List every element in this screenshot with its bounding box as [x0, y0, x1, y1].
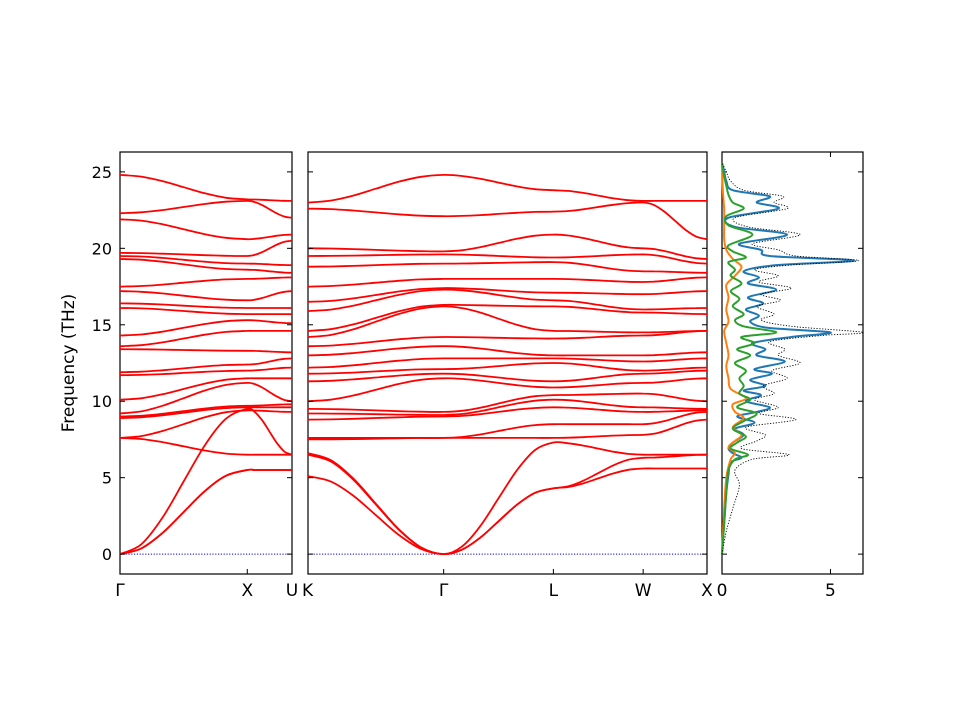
- band2-band-15: [307, 303, 708, 332]
- band2-band-11: [307, 357, 708, 369]
- x-tick-label: X: [241, 581, 253, 601]
- band2-band-12: [307, 345, 708, 357]
- band1-band-15: [119, 302, 292, 309]
- band2-band-22: [307, 201, 708, 241]
- band1-band-4: [119, 409, 293, 439]
- y-tick-label: 15: [92, 316, 112, 335]
- band1-band-14: [119, 307, 292, 316]
- band2-frame: [307, 151, 708, 575]
- band1-band-17: [119, 276, 293, 288]
- band1-band-3: [119, 437, 292, 456]
- band2-band-1: [307, 453, 708, 556]
- x-tick-label: Γ: [439, 581, 449, 601]
- y-tick-label: 20: [92, 239, 112, 258]
- band1-band-7: [119, 381, 293, 415]
- band1-band-9: [119, 366, 293, 377]
- x-tick-label: X: [701, 581, 713, 601]
- band2-band-10: [307, 362, 708, 375]
- band1-band-1: [119, 468, 292, 555]
- band2-band-18: [307, 276, 708, 288]
- dos-series-0: [721, 162, 856, 555]
- band1-band-13: [119, 319, 293, 337]
- band2-band-23: [307, 173, 707, 204]
- x-tick-label: K: [302, 581, 314, 601]
- band2-band-14: [307, 305, 708, 338]
- y-tick-label: 10: [92, 392, 112, 411]
- x-tick-label: U: [286, 581, 298, 601]
- band1-band-10: [119, 357, 293, 374]
- dos-x-tick-label: 5: [825, 581, 836, 601]
- band2-band-16: [307, 288, 708, 312]
- band1-band-18: [119, 258, 293, 274]
- band1-band-22: [119, 200, 293, 219]
- y-tick-label: 5: [102, 469, 112, 488]
- band2-band-2: [307, 441, 707, 556]
- band1-band-5: [119, 406, 292, 419]
- dos-series-1: [721, 162, 747, 555]
- band1-band-20: [119, 239, 293, 257]
- y-axis-label: Frequency (THz): [59, 294, 79, 433]
- band1-band-19: [119, 255, 293, 266]
- band2-band-19: [307, 261, 708, 274]
- band2-band-17: [307, 287, 708, 303]
- x-tick-label: Γ: [115, 581, 125, 601]
- band2-band-0: [307, 467, 707, 556]
- y-tick-label: 25: [92, 163, 112, 182]
- band1-band-16: [119, 290, 293, 302]
- band2-band-13: [307, 330, 708, 348]
- dos-frame: [721, 151, 864, 575]
- x-tick-label: W: [635, 581, 652, 601]
- dos-series-3: [721, 162, 864, 555]
- band2-band-4: [308, 411, 708, 439]
- band2-band-8: [307, 377, 708, 403]
- band1-band-2: [119, 407, 293, 555]
- band2-band-6: [307, 398, 708, 416]
- dos-x-tick-label: 0: [717, 581, 728, 601]
- band1-band-23: [119, 174, 293, 202]
- band-panel-1: Γ X U 0 5 10 15 20 25: [92, 151, 298, 601]
- band1-band-8: [119, 377, 292, 401]
- band2-band-7: [307, 392, 708, 413]
- y-tick-label: 0: [102, 545, 112, 564]
- dos-series-2: [721, 162, 778, 555]
- band2-band-20: [307, 253, 708, 265]
- band2-band-21: [307, 233, 708, 260]
- band1-frame: [119, 151, 293, 575]
- band1-band-21: [119, 218, 293, 241]
- band1-band-11: [119, 348, 293, 354]
- band2-band-9: [307, 369, 708, 383]
- band2-band-5: [307, 406, 708, 421]
- x-tick-label: L: [549, 581, 559, 601]
- band1-band-6: [119, 403, 293, 418]
- band1-band-0: [119, 468, 292, 555]
- band1-band-12: [119, 329, 292, 348]
